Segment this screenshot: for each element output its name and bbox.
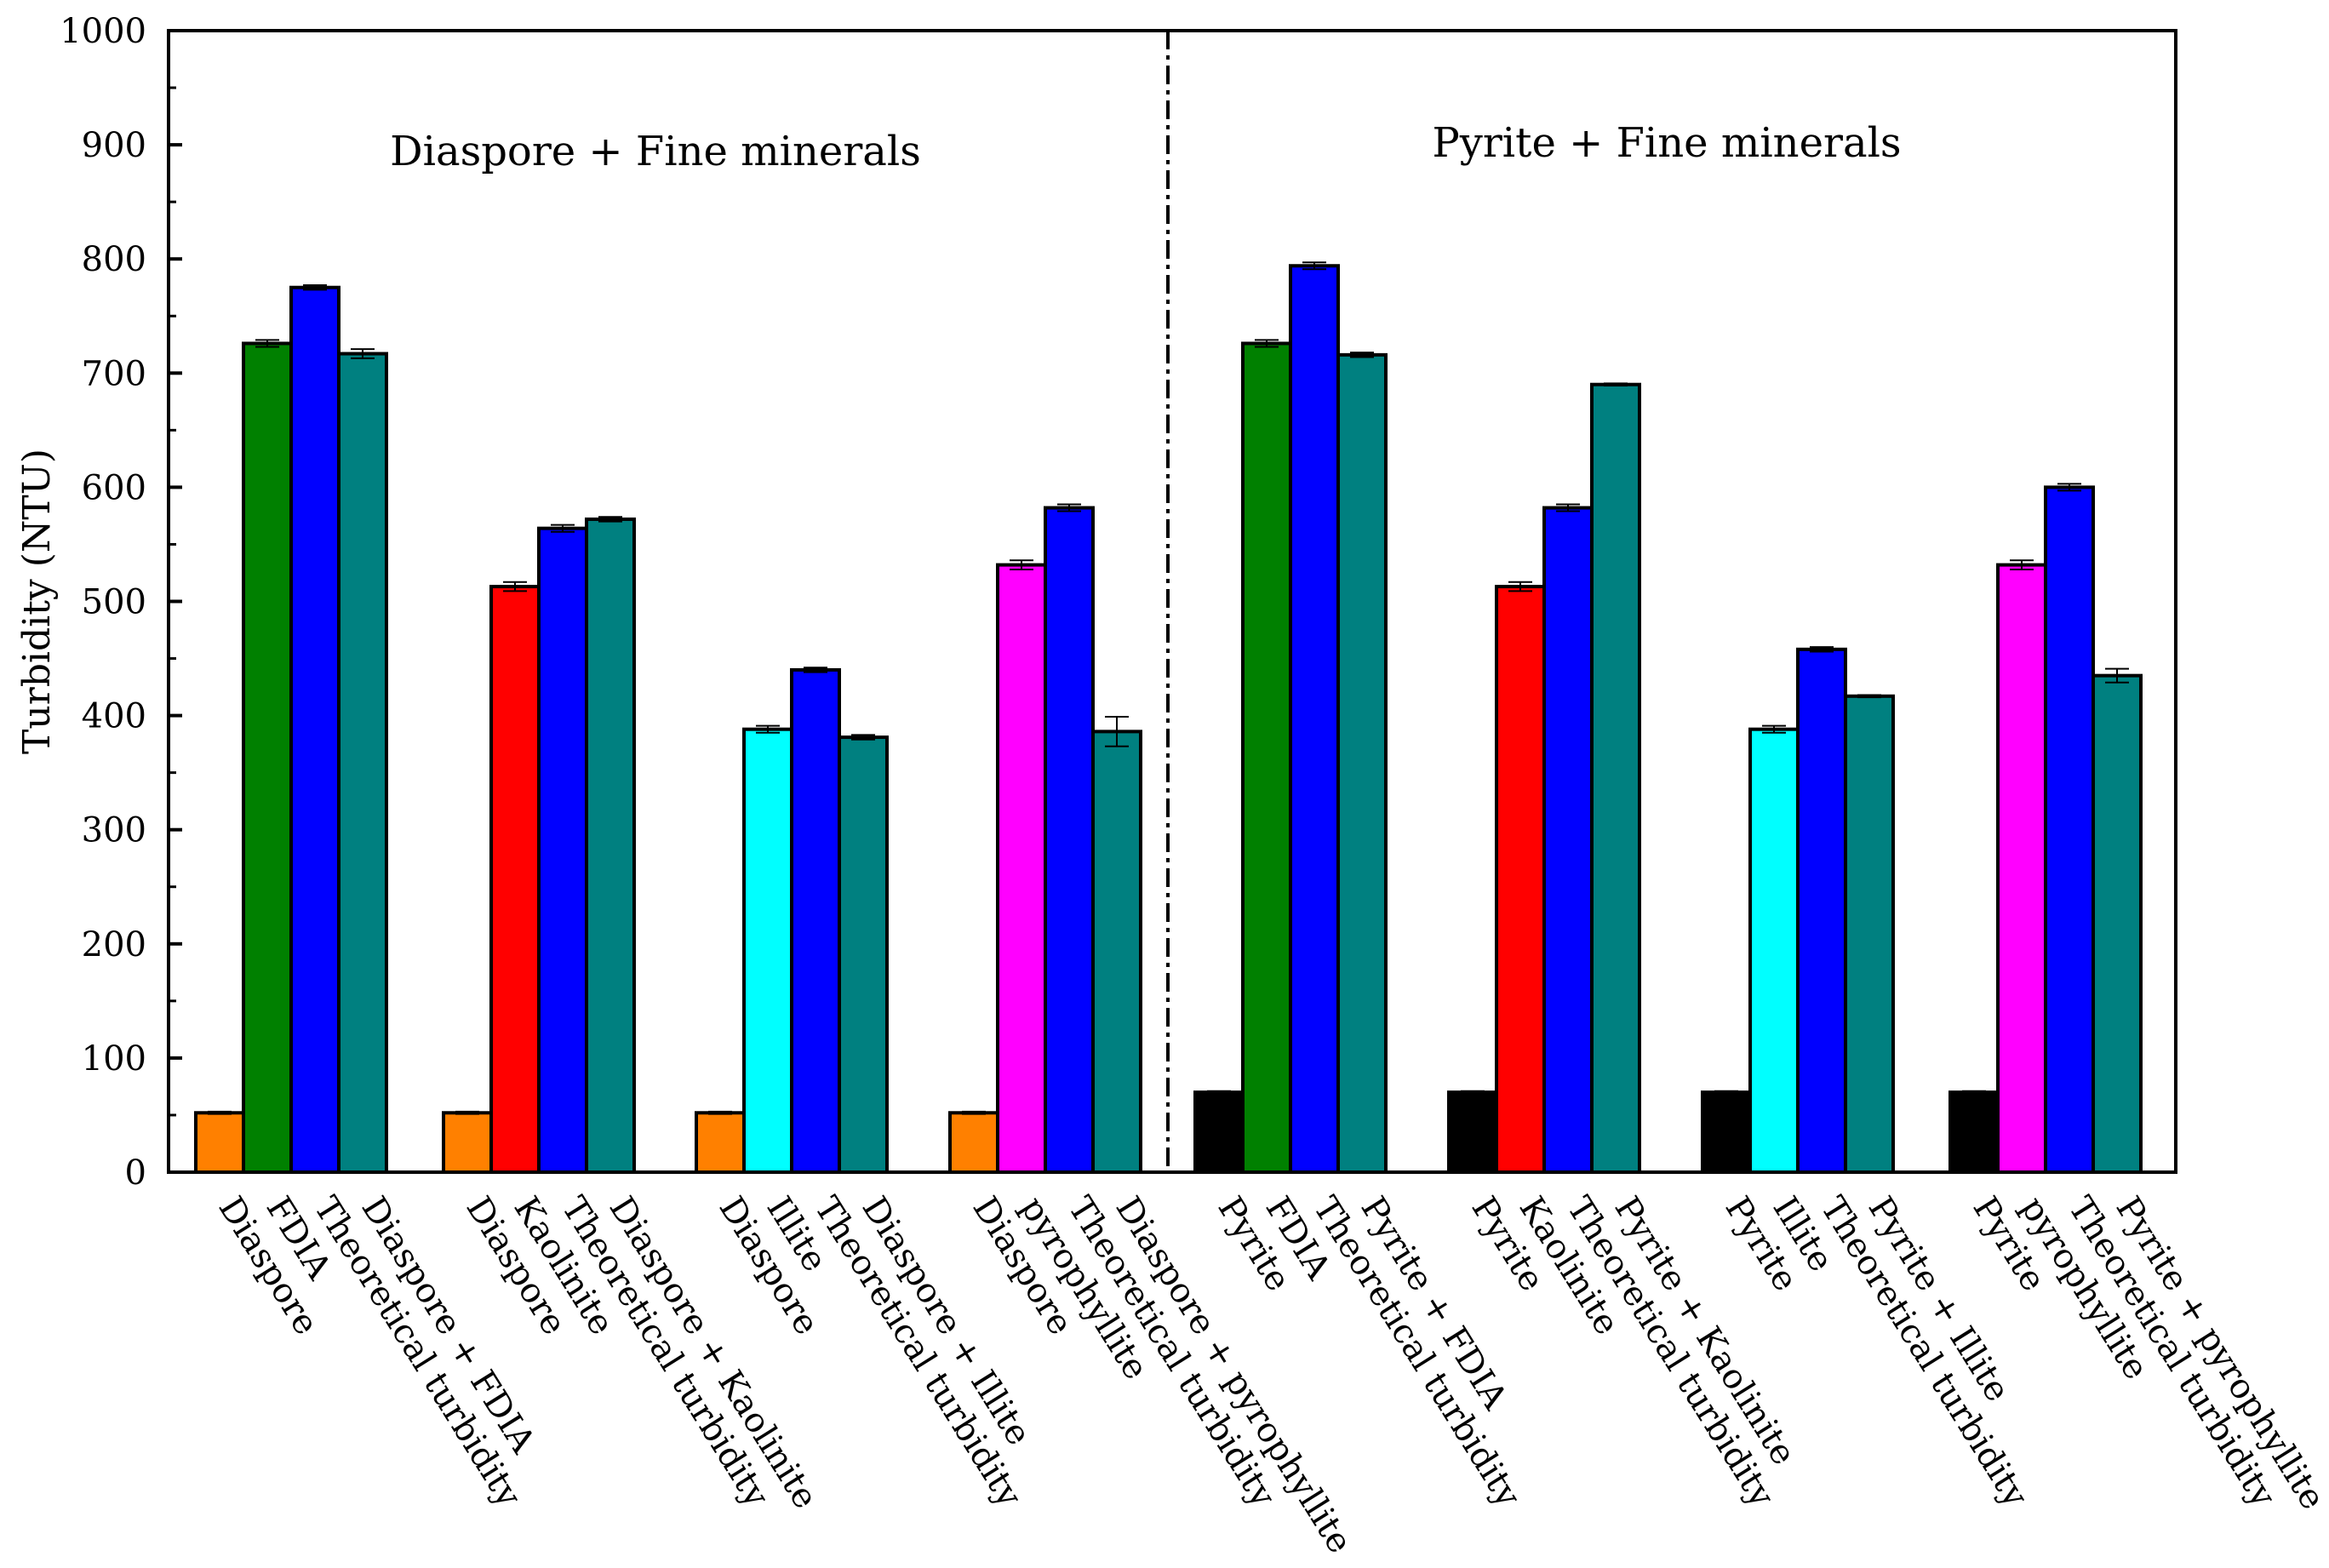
- panel-title-pyrite: Pyrite + Fine minerals: [1432, 119, 1901, 167]
- bar-theoretical-turbidity: [1289, 264, 1340, 1175]
- bar-pyrite-pyrophyllite: [2092, 673, 2143, 1174]
- bar-fdia: [242, 341, 293, 1174]
- bar-theoretical-turbidity: [790, 667, 841, 1174]
- bar-illite: [1748, 727, 1800, 1174]
- bar-diaspore-pyrophyllite: [1091, 730, 1142, 1174]
- bar-pyrite: [1193, 1090, 1245, 1175]
- y-tick-label: 300: [82, 811, 146, 850]
- bar-kaolinite: [1495, 585, 1546, 1174]
- bar-diaspore-kaolinite: [585, 517, 636, 1174]
- y-axis-ticks: 0 100 200 300 400 500 600 700 800 900 1000: [60, 12, 182, 1193]
- y-tick-label: 400: [82, 697, 146, 736]
- bar-diaspore: [695, 1111, 746, 1174]
- bar-theoretical-turbidity: [1542, 506, 1594, 1174]
- bar-pyrite: [1701, 1090, 1752, 1175]
- bars-layer: [194, 261, 2143, 1175]
- bar-diaspore-illite: [838, 735, 889, 1174]
- bar-diaspore: [194, 1111, 245, 1174]
- y-tick-label: 500: [82, 583, 146, 622]
- bar-theoretical-turbidity: [1044, 506, 1095, 1174]
- bar-pyrite-illite: [1844, 694, 1895, 1174]
- bar-fdia: [1241, 341, 1292, 1174]
- bar-theoretical-turbidity: [2044, 485, 2095, 1174]
- y-tick-label: 100: [82, 1039, 146, 1079]
- y-tick-label: 600: [82, 468, 146, 507]
- bar-pyrite: [1948, 1090, 2000, 1175]
- panel-title-diaspore: Diaspore + Fine minerals: [390, 128, 921, 175]
- bar-diaspore-fdia: [337, 352, 388, 1174]
- y-tick-label: 700: [82, 354, 146, 393]
- y-tick-label: 200: [82, 925, 146, 964]
- y-tick-label: 900: [82, 126, 146, 165]
- bar-kaolinite: [489, 585, 541, 1174]
- y-tick-label: 0: [125, 1153, 146, 1193]
- bar-pyrophyllite: [996, 563, 1047, 1174]
- bar-pyrite: [1447, 1090, 1498, 1175]
- bar-pyrophyllite: [1996, 563, 2047, 1174]
- y-tick-label: 1000: [60, 12, 146, 51]
- y-axis-title: Turbidity (NTU): [15, 449, 59, 754]
- bar-theoretical-turbidity: [1796, 647, 1847, 1174]
- bar-theoretical-turbidity: [289, 285, 340, 1175]
- bar-illite: [742, 727, 793, 1174]
- bar-pyrite-kaolinite: [1590, 382, 1641, 1174]
- bar-theoretical-turbidity: [537, 526, 588, 1174]
- y-tick-label: 800: [82, 240, 146, 279]
- bar-diaspore: [948, 1111, 999, 1174]
- bar-diaspore: [442, 1111, 493, 1174]
- bar-pyrite-fdia: [1336, 352, 1388, 1174]
- axis-layer: Turbidity (NTU) Diaspore + Fine minerals…: [15, 29, 2177, 1174]
